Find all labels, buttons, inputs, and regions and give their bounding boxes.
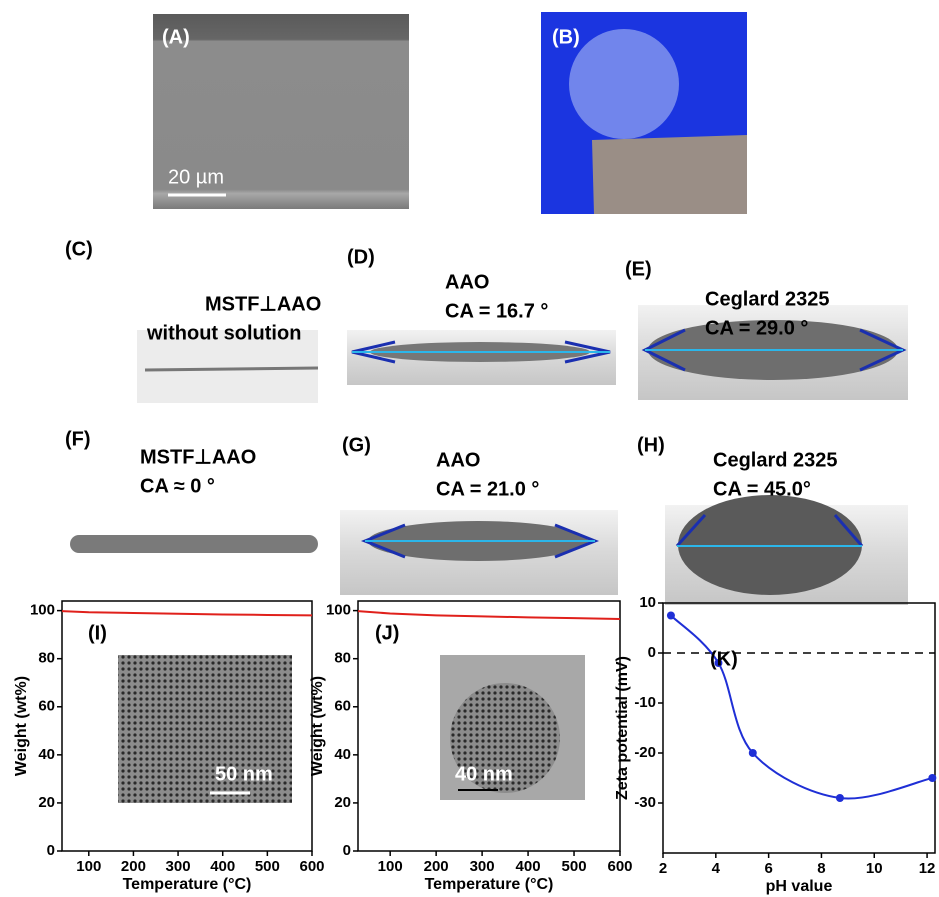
y-tick-label: 60 xyxy=(38,698,55,715)
y-tick-label: 40 xyxy=(334,746,351,763)
panel-text: Ceglard 2325 xyxy=(713,449,838,471)
panel-text: without solution xyxy=(146,322,301,344)
y-tick-label: -30 xyxy=(634,794,656,811)
y-tick-label: 100 xyxy=(30,602,55,619)
panel-label: (D) xyxy=(347,246,375,268)
x-tick-label: 600 xyxy=(299,858,324,875)
panel-text: CA = 16.7 ° xyxy=(445,300,548,322)
panel-text: CA ≈ 0 ° xyxy=(140,475,215,497)
x-tick-label: 500 xyxy=(255,858,280,875)
x-tick-label: 6 xyxy=(764,860,772,877)
panel-text: MSTF⊥AAO xyxy=(140,446,256,468)
x-tick-label: 12 xyxy=(919,860,936,877)
x-tick-label: 200 xyxy=(424,858,449,875)
x-tick-label: 100 xyxy=(378,858,403,875)
x-tick-label: 8 xyxy=(817,860,825,877)
y-axis-title: Weight (wt%) xyxy=(309,676,326,776)
panel-text: MSTF⊥AAO xyxy=(205,293,321,315)
panel-text: CA = 45.0° xyxy=(713,478,811,500)
membrane xyxy=(569,29,679,139)
panel-label: (E) xyxy=(625,258,652,280)
data-line xyxy=(62,611,312,615)
x-tick-label: 2 xyxy=(659,860,667,877)
film xyxy=(145,368,318,370)
y-tick-label: 20 xyxy=(334,794,351,811)
plot-frame xyxy=(663,603,935,853)
x-tick-label: 10 xyxy=(866,860,883,877)
panel-label: (K) xyxy=(710,648,738,670)
panel-text: AAO xyxy=(445,271,489,293)
x-tick-label: 300 xyxy=(470,858,495,875)
data-point xyxy=(836,794,844,802)
panel-text: AAO xyxy=(436,449,480,471)
panel-text: CA = 29.0 ° xyxy=(705,317,808,339)
data-line xyxy=(671,616,932,799)
x-tick-label: 400 xyxy=(516,858,541,875)
panel-label: (B) xyxy=(552,26,580,48)
panel-text: Ceglard 2325 xyxy=(705,288,830,310)
y-tick-label: 0 xyxy=(47,842,55,859)
panel-label: (A) xyxy=(162,26,190,48)
x-axis-title: Temperature (°C) xyxy=(425,876,554,893)
scale-label: 50 nm xyxy=(215,763,273,785)
x-tick-label: 500 xyxy=(562,858,587,875)
y-tick-label: 60 xyxy=(334,698,351,715)
y-tick-label: 20 xyxy=(38,794,55,811)
panel-label: (H) xyxy=(637,434,665,456)
data-line xyxy=(358,611,620,619)
x-tick-label: 400 xyxy=(210,858,235,875)
data-point xyxy=(749,749,757,757)
x-tick-label: 200 xyxy=(121,858,146,875)
panel-label: (I) xyxy=(88,622,107,644)
x-tick-label: 600 xyxy=(607,858,632,875)
y-tick-label: 80 xyxy=(334,650,351,667)
y-tick-label: -10 xyxy=(634,694,656,711)
y-tick-label: 10 xyxy=(639,594,656,611)
x-axis-title: Temperature (°C) xyxy=(123,876,252,893)
panel-label: (C) xyxy=(65,238,93,260)
x-tick-label: 100 xyxy=(76,858,101,875)
y-axis-title: Zeta potential (mV) xyxy=(614,656,631,800)
ruler xyxy=(592,135,747,214)
data-point xyxy=(928,774,936,782)
y-axis-title: Weight (wt%) xyxy=(13,676,30,776)
droplet xyxy=(70,535,318,553)
x-tick-label: 4 xyxy=(712,860,721,877)
y-tick-label: 100 xyxy=(326,602,351,619)
x-tick-label: 300 xyxy=(166,858,191,875)
y-tick-label: -20 xyxy=(634,744,656,761)
scale-label: 20 µm xyxy=(168,166,224,188)
panel-label: (J) xyxy=(375,622,399,644)
data-point xyxy=(667,612,675,620)
panel-label: (F) xyxy=(65,428,91,450)
scale-label: 40 nm xyxy=(455,763,513,785)
figure: (A) 20 µm (B) (C) MSTF⊥AAO without solution (D… xyxy=(0,0,939,897)
panel-text: CA = 21.0 ° xyxy=(436,478,539,500)
y-tick-label: 0 xyxy=(343,842,351,859)
y-tick-label: 40 xyxy=(38,746,55,763)
x-axis-title: pH value xyxy=(766,878,833,895)
y-tick-label: 80 xyxy=(38,650,55,667)
panel-label: (G) xyxy=(342,434,371,456)
y-tick-label: 0 xyxy=(648,644,656,661)
